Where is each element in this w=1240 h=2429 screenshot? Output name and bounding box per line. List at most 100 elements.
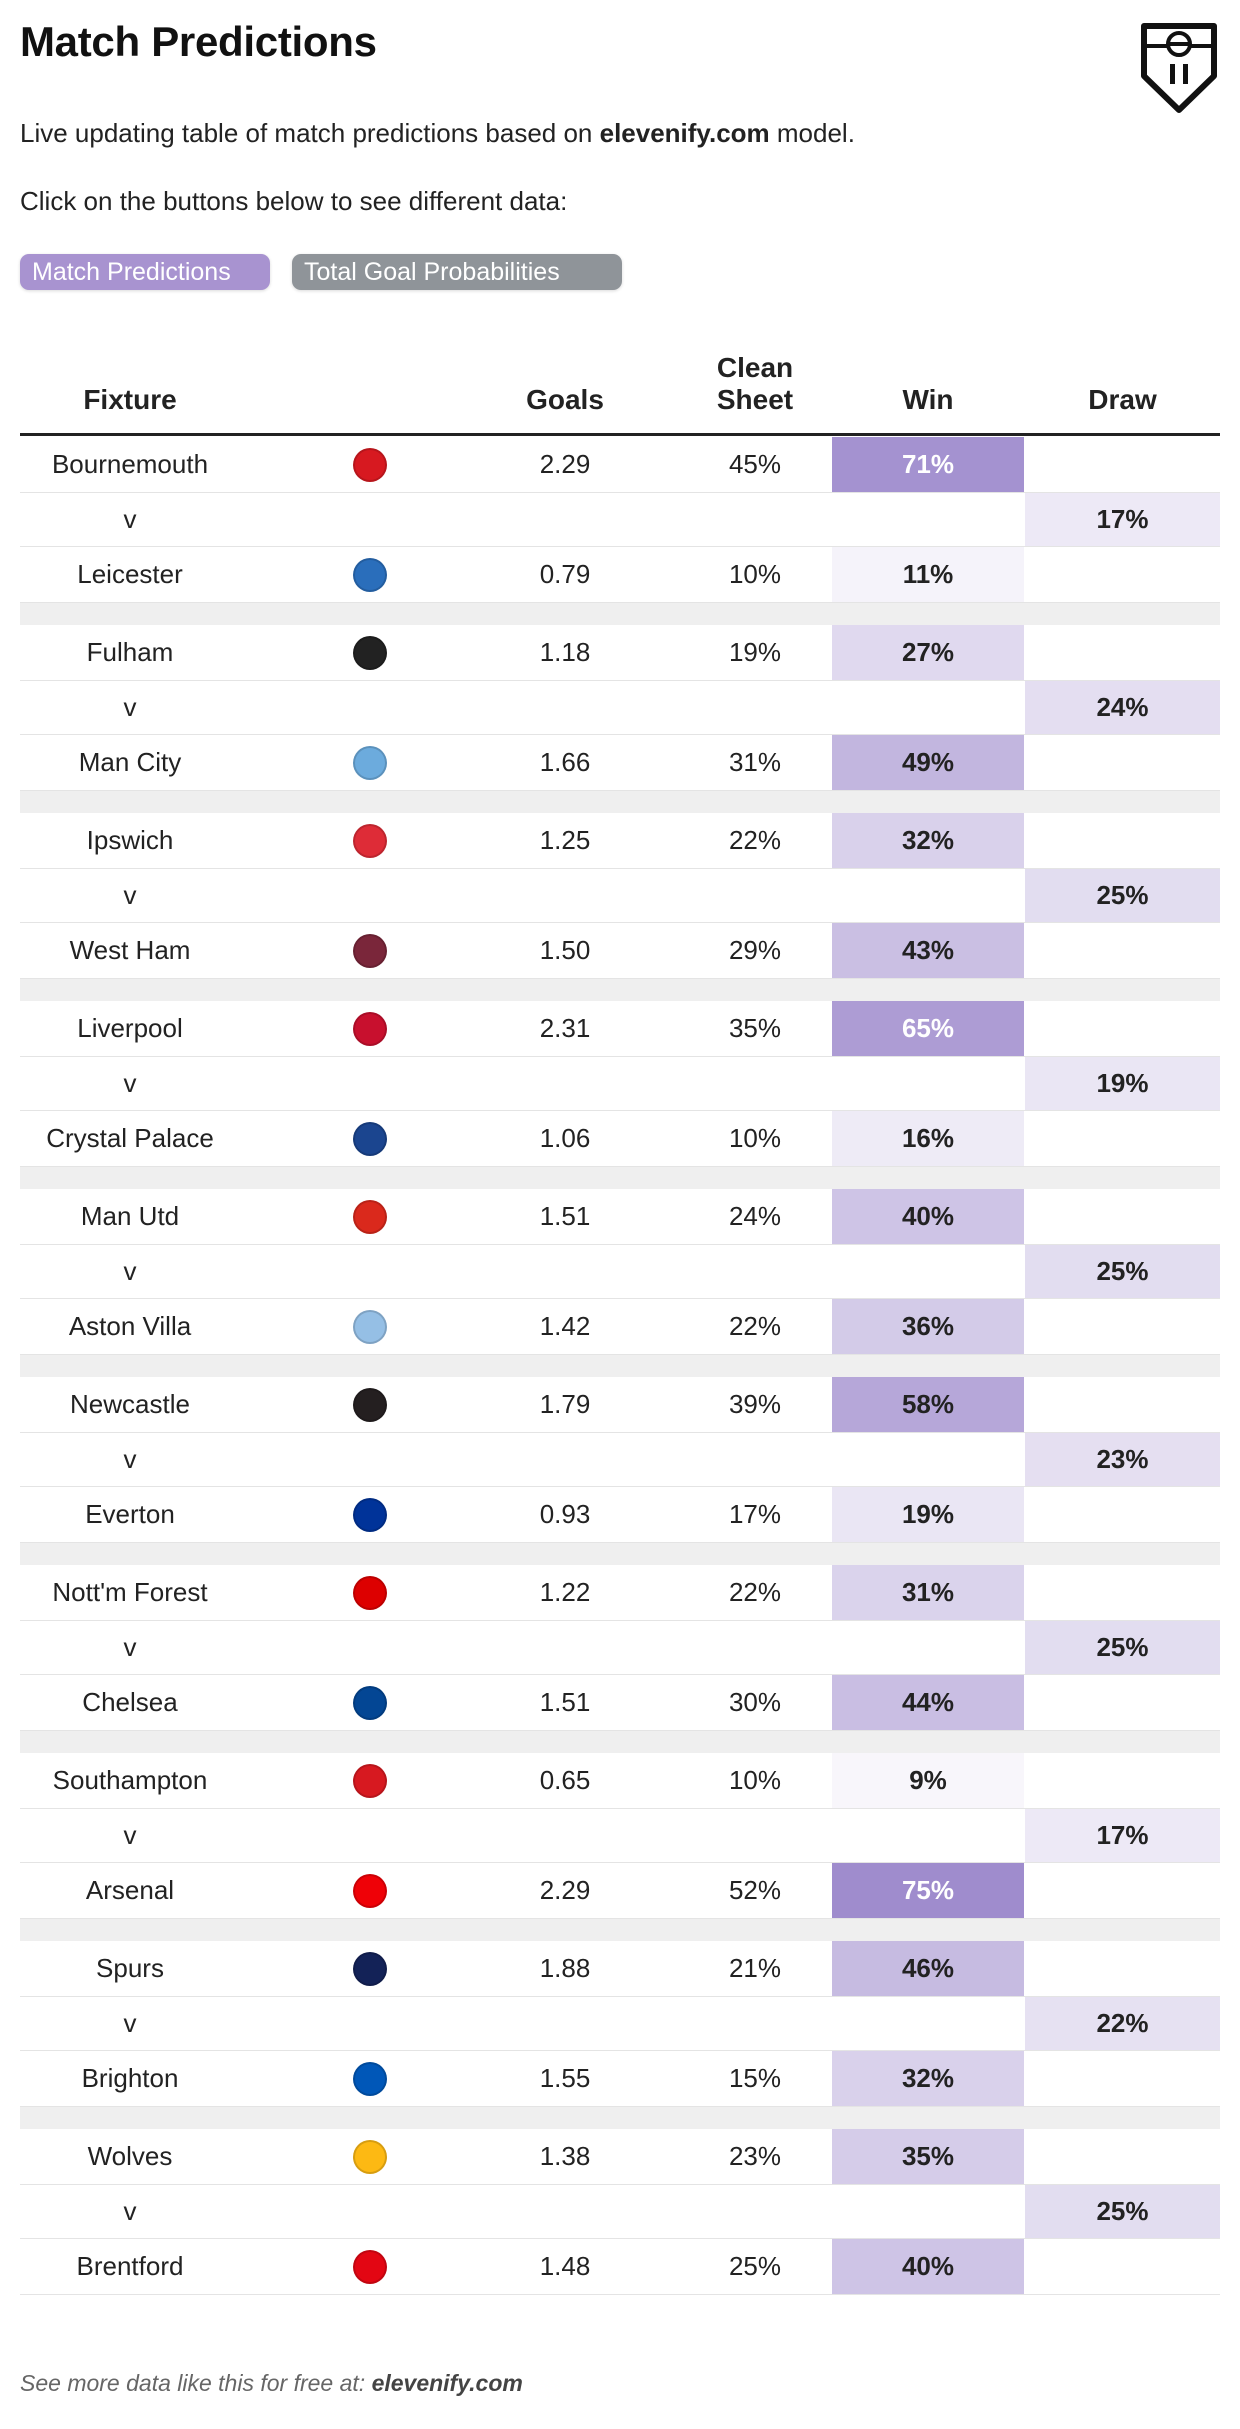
team-name: Man City — [78, 747, 182, 777]
versus-label: v — [123, 1444, 137, 1474]
clean-sheet-value: 23% — [728, 2141, 782, 2171]
team-crest-cell — [300, 1565, 440, 1620]
versus-label: v — [123, 2008, 137, 2038]
clean-sheet-value: 10% — [728, 1123, 782, 1153]
fixture-separator — [20, 979, 1220, 1001]
footer-text: See more data like this for free at: — [20, 2370, 372, 2396]
total-goal-probabilities-button[interactable]: Total Goal Probabilities — [292, 254, 622, 290]
team-crest-cell — [300, 1001, 440, 1056]
crystal-palace-crest-icon — [353, 1121, 387, 1156]
goals-value: 1.55 — [539, 2063, 591, 2093]
versus-label: v — [123, 1632, 137, 1662]
goals-value: 1.48 — [539, 2251, 591, 2281]
goals-value: 0.93 — [539, 1499, 591, 1529]
goals-header: Goals — [526, 383, 604, 415]
table-row: Nott'm Forest 1.22 22% 31% — [20, 1565, 1220, 1621]
liverpool-crest-icon — [353, 1011, 387, 1046]
ipswich-crest-icon — [353, 823, 387, 858]
versus-label: v — [123, 504, 137, 534]
table-row: Southampton 0.65 10% 9% — [20, 1753, 1220, 1809]
versus-label: v — [123, 1256, 137, 1286]
draw-probability: 22% — [1025, 1997, 1220, 2050]
draw-probability: 24% — [1025, 681, 1220, 734]
win-probability: 43% — [832, 923, 1024, 978]
goals-value: 1.38 — [539, 2141, 591, 2171]
fixture-separator — [20, 603, 1220, 625]
draw-probability: 25% — [1025, 869, 1220, 922]
match-predictions-button[interactable]: Match Predictions — [20, 254, 270, 290]
goals-value: 1.51 — [539, 1201, 591, 1231]
win-probability: 49% — [832, 735, 1024, 790]
team-crest-cell — [300, 1111, 440, 1166]
win-probability: 75% — [832, 1863, 1024, 1918]
table-row: Leicester 0.79 10% 11% — [20, 547, 1220, 603]
team-crest-cell — [300, 1377, 440, 1432]
nottm-forest-crest-icon — [353, 1575, 387, 1610]
versus-label: v — [123, 880, 137, 910]
goals-value: 1.42 — [539, 1311, 591, 1341]
clean-sheet-value: 29% — [728, 935, 782, 965]
team-crest-cell — [300, 1189, 440, 1244]
team-crest-cell — [300, 625, 440, 680]
team-name: Liverpool — [77, 1013, 183, 1043]
table-row: Spurs 1.88 21% 46% — [20, 1941, 1220, 1997]
table-row: Brighton 1.55 15% 32% — [20, 2051, 1220, 2107]
instruction-text: Click on the buttons below to see differ… — [20, 186, 568, 216]
win-probability: 16% — [832, 1111, 1024, 1166]
clean-sheet-value: 19% — [728, 637, 782, 667]
team-name: Nott'm Forest — [52, 1577, 208, 1607]
clean-sheet-value: 15% — [728, 2063, 782, 2093]
fixture-separator — [20, 1919, 1220, 1941]
clean-sheet-value: 45% — [728, 449, 782, 479]
team-name: Crystal Palace — [46, 1123, 214, 1153]
table-row: Aston Villa 1.42 22% 36% — [20, 1299, 1220, 1355]
team-crest-cell — [300, 1941, 440, 1996]
clean-sheet-value: 22% — [728, 825, 782, 855]
description: Live updating table of match predictions… — [20, 118, 855, 149]
west-ham-crest-icon — [353, 933, 387, 968]
win-probability: 31% — [832, 1565, 1024, 1620]
table-row: Brentford 1.48 25% 40% — [20, 2239, 1220, 2295]
table-row: Arsenal 2.29 52% 75% — [20, 1863, 1220, 1919]
footer-brand-link: elevenify.com — [371, 2370, 523, 2396]
win-probability: 35% — [832, 2129, 1024, 2184]
wolves-crest-icon — [353, 2139, 387, 2174]
everton-crest-icon — [353, 1497, 387, 1532]
team-crest-cell — [300, 1753, 440, 1808]
table-row: Man Utd 1.51 24% 40% — [20, 1189, 1220, 1245]
win-probability: 19% — [832, 1487, 1024, 1542]
fixture-separator — [20, 2107, 1220, 2129]
versus-label: v — [123, 2196, 137, 2226]
win-probability: 46% — [832, 1941, 1024, 1996]
team-name: Southampton — [52, 1765, 208, 1795]
team-crest-cell — [300, 813, 440, 868]
clean-sheet-header: Clean Sheet — [660, 352, 850, 415]
draw-probability: 17% — [1025, 493, 1220, 546]
fixture-separator — [20, 1731, 1220, 1753]
page-title: Match Predictions — [20, 18, 377, 65]
versus-label: v — [123, 692, 137, 722]
table-row: Man City 1.66 31% 49% — [20, 735, 1220, 791]
clean-sheet-value: 35% — [728, 1013, 782, 1043]
draw-probability: 23% — [1025, 1433, 1220, 1486]
table-row: Ipswich 1.25 22% 32% — [20, 813, 1220, 869]
versus-row: v 24% — [20, 681, 1220, 735]
brighton-crest-icon — [353, 2061, 387, 2096]
team-crest-cell — [300, 923, 440, 978]
clean-sheet-value: 10% — [728, 1765, 782, 1795]
table-header: Fixture Goals Clean Sheet Win Draw — [20, 344, 1220, 436]
clean-sheet-value: 24% — [728, 1201, 782, 1231]
table-row: West Ham 1.50 29% 43% — [20, 923, 1220, 979]
versus-row: v 22% — [20, 1997, 1220, 2051]
clean-sheet-value: 31% — [728, 747, 782, 777]
versus-row: v 17% — [20, 1809, 1220, 1863]
goals-value: 1.25 — [539, 825, 591, 855]
table-row: Chelsea 1.51 30% 44% — [20, 1675, 1220, 1731]
team-crest-cell — [300, 2239, 440, 2294]
aston-villa-crest-icon — [353, 1309, 387, 1344]
team-crest-cell — [300, 2129, 440, 2184]
versus-row: v 25% — [20, 1245, 1220, 1299]
win-probability: 11% — [832, 547, 1024, 602]
team-crest-cell — [300, 437, 440, 492]
win-probability: 32% — [832, 813, 1024, 868]
